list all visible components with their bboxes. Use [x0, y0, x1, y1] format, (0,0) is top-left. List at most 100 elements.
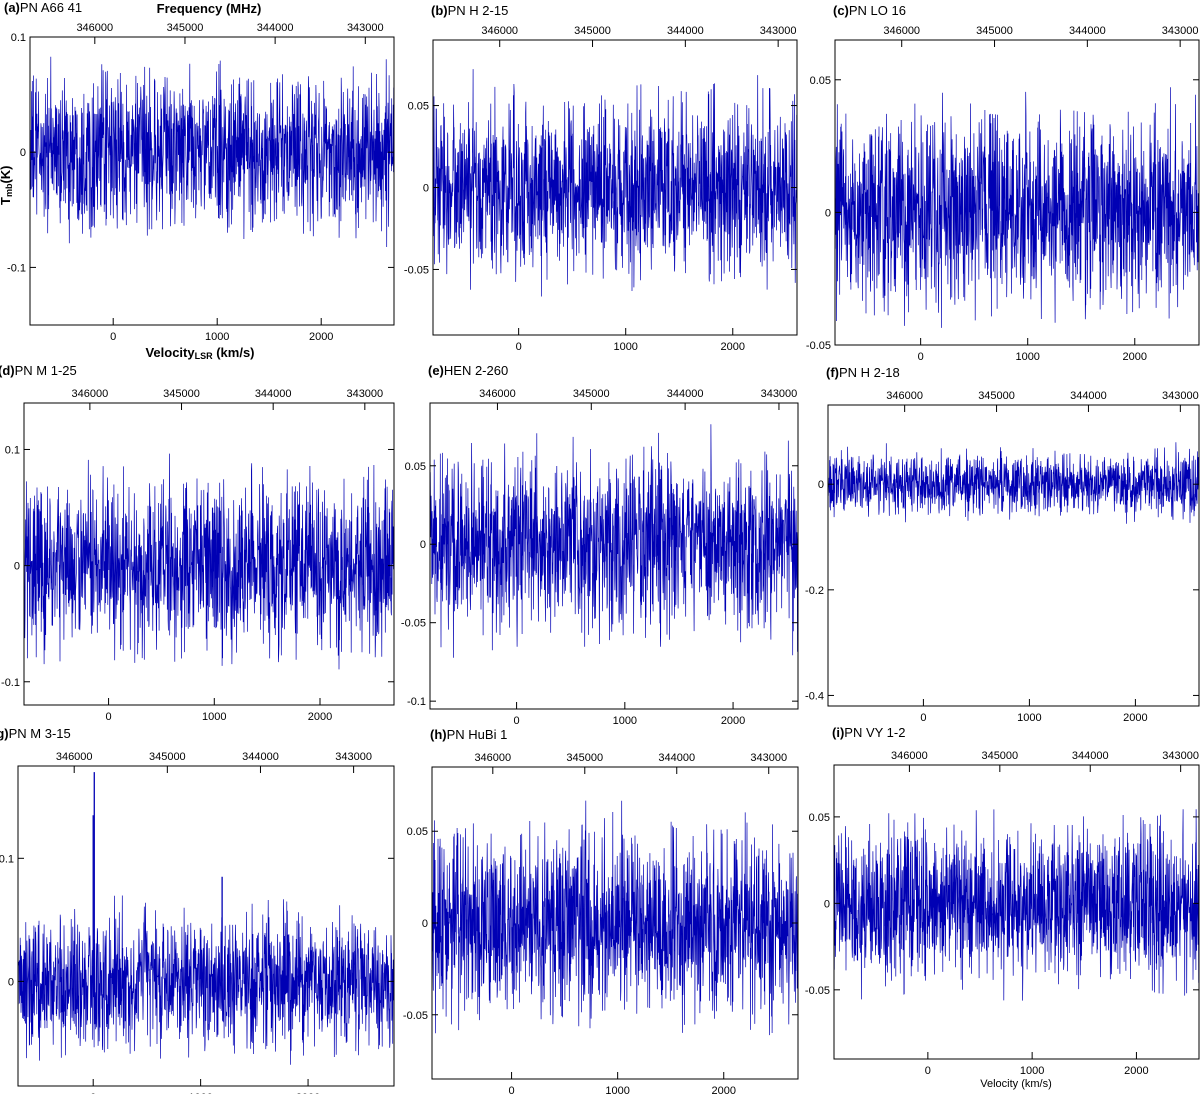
freq-tick-label: 343000 — [346, 388, 383, 400]
freq-tick-label: 343000 — [347, 22, 384, 34]
x-tick-label: 1000 — [1015, 351, 1039, 363]
freq-tick-label: 344000 — [1070, 390, 1107, 402]
freq-tick-label: 344000 — [1069, 25, 1106, 37]
x-tick-label: 2000 — [721, 341, 745, 353]
freq-tick-label: 346000 — [474, 752, 511, 764]
x-tick-label: 0 — [106, 711, 112, 723]
y-tick-label: -0.05 — [806, 340, 831, 352]
x-tick-label: 0 — [110, 331, 116, 343]
plot-frame — [834, 39, 1200, 346]
y-tick-label: -0.4 — [805, 690, 824, 702]
y-tick-label: 0.05 — [408, 101, 429, 113]
y-tick-label: -0.1 — [407, 696, 426, 708]
x-tick-label: 0 — [925, 1065, 931, 1077]
spectrum-trace — [17, 895, 395, 1065]
x-tick-label: 0 — [90, 1092, 96, 1094]
panel-f: -0.4 -0.2 0 0 1000 2000 346000 345000 344000 3430… — [805, 365, 1200, 724]
panel-title: (d)PN M 1-25 — [0, 363, 77, 378]
panel-g: 0 0.1 0 1000 2000 346000 345000 344000 343000 (g)… — [0, 726, 395, 1094]
plot-frame — [429, 402, 799, 710]
y-tick-label: 0 — [824, 898, 830, 910]
y-tick-label: -0.1 — [7, 262, 26, 274]
x-tick-label: 0 — [509, 1085, 515, 1094]
panel-d: -0.1 0 0.1 0 1000 2000 346000 345000 344000 34300… — [0, 363, 395, 723]
plot-frame — [827, 404, 1200, 707]
y-tick-label: 0 — [420, 539, 426, 551]
panel-letter: (c) — [833, 3, 849, 18]
y-tick-label: -0.05 — [404, 264, 429, 276]
x-tick-label: 1000 — [205, 331, 229, 343]
spectrum-trace — [23, 453, 395, 670]
freq-tick-label: 345000 — [981, 750, 1018, 762]
panel-title: (c)PN LO 16 — [833, 3, 906, 18]
x-tick-label: 0 — [918, 351, 924, 363]
x-tick-label: 2000 — [1123, 712, 1147, 724]
freq-tick-label: 346000 — [56, 751, 93, 763]
y-tick-label: 0.05 — [809, 812, 830, 824]
x-tick-label: 1000 — [1017, 712, 1041, 724]
x-tick-label: 1000 — [188, 1092, 212, 1094]
freq-tick-label: 343000 — [335, 751, 372, 763]
spectrum-trace — [834, 87, 1200, 328]
panel-h: -0.05 0 0.05 0 1000 2000 346000 345000 344000 343… — [403, 727, 799, 1094]
panel-title: (e)HEN 2-260 — [428, 363, 508, 378]
freq-tick-label: 344000 — [242, 751, 279, 763]
x-tick-label: 1000 — [1020, 1065, 1044, 1077]
panel-letter: (g) — [0, 726, 9, 741]
freq-tick-label: 344000 — [1072, 750, 1109, 762]
y-tick-label: 0 — [20, 147, 26, 159]
panel-name: PN VY 1-2 — [844, 725, 905, 740]
panel-letter: (d) — [0, 363, 15, 378]
freq-tick-label: 343000 — [1162, 750, 1199, 762]
panel-i: -0.05 0 0.05 0 1000 2000 346000 345000 344000 343… — [805, 725, 1200, 1077]
panel-letter: (a) — [4, 0, 20, 15]
freq-tick-label: 346000 — [481, 25, 518, 37]
y-tick-label: -0.2 — [805, 585, 824, 597]
y-tick-label: -0.05 — [403, 1010, 428, 1022]
freq-tick-label: 343000 — [761, 388, 798, 400]
panel-title: (a)PN A66 41 — [4, 0, 82, 15]
x-tick-label: 2000 — [308, 711, 332, 723]
panel-b: -0.05 0 0.05 0 1000 2000 346000 345000 344000 343… — [404, 3, 798, 353]
y-tick-label: -0.1 — [1, 677, 20, 689]
panel-title: (g)PN M 3-15 — [0, 726, 71, 741]
y-tick-label: 0.1 — [0, 853, 14, 865]
y-tick-label: 0 — [818, 479, 824, 491]
freq-tick-label: 344000 — [667, 388, 704, 400]
freq-tick-label: 345000 — [566, 752, 603, 764]
y-tick-label: 0 — [8, 976, 14, 988]
x-tick-label: 0 — [920, 712, 926, 724]
freq-tick-label: 346000 — [76, 22, 113, 34]
y-tick-label: 0.1 — [5, 444, 20, 456]
freq-tick-label: 346000 — [72, 388, 109, 400]
x-tick-label: 0 — [514, 715, 520, 727]
freq-tick-label: 343000 — [1162, 390, 1199, 402]
panel-title: (i)PN VY 1-2 — [832, 725, 905, 740]
freq-tick-label: 346000 — [479, 388, 516, 400]
freq-tick-label: 345000 — [978, 390, 1015, 402]
x-tick-label: 1000 — [605, 1085, 629, 1094]
panel-title: (b)PN H 2-15 — [431, 3, 508, 18]
x-tick-label: 1000 — [202, 711, 226, 723]
panel-name: PN LO 16 — [849, 3, 906, 18]
panel-letter: (b) — [431, 3, 448, 18]
freq-tick-label: 343000 — [750, 752, 787, 764]
y-tick-label: 0 — [422, 918, 428, 930]
spectrum-trace — [432, 69, 798, 297]
panel-a: -0.1 0 0.1 0 1000 2000 346000 345000 344000 34300… — [4, 0, 395, 343]
freq-tick-label: 344000 — [257, 22, 294, 34]
spectrum-trace — [431, 800, 799, 1036]
freq-tick-label: 344000 — [255, 388, 292, 400]
spectrum-trace — [833, 809, 1200, 1001]
panel-letter: (e) — [428, 363, 444, 378]
x-tick-label: 2000 — [1123, 351, 1147, 363]
plot-frame — [17, 765, 395, 1087]
top-axis-title: Frequency (MHz) — [157, 1, 262, 16]
panel-e: -0.1 -0.05 0 0.05 0 1000 2000 346000 345000 34400… — [401, 363, 799, 727]
freq-tick-label: 345000 — [574, 25, 611, 37]
panel-name: PN H 2-18 — [839, 365, 900, 380]
spectrum-trace — [29, 56, 395, 248]
spectrum-trace — [429, 424, 799, 658]
plot-frame — [833, 764, 1200, 1060]
